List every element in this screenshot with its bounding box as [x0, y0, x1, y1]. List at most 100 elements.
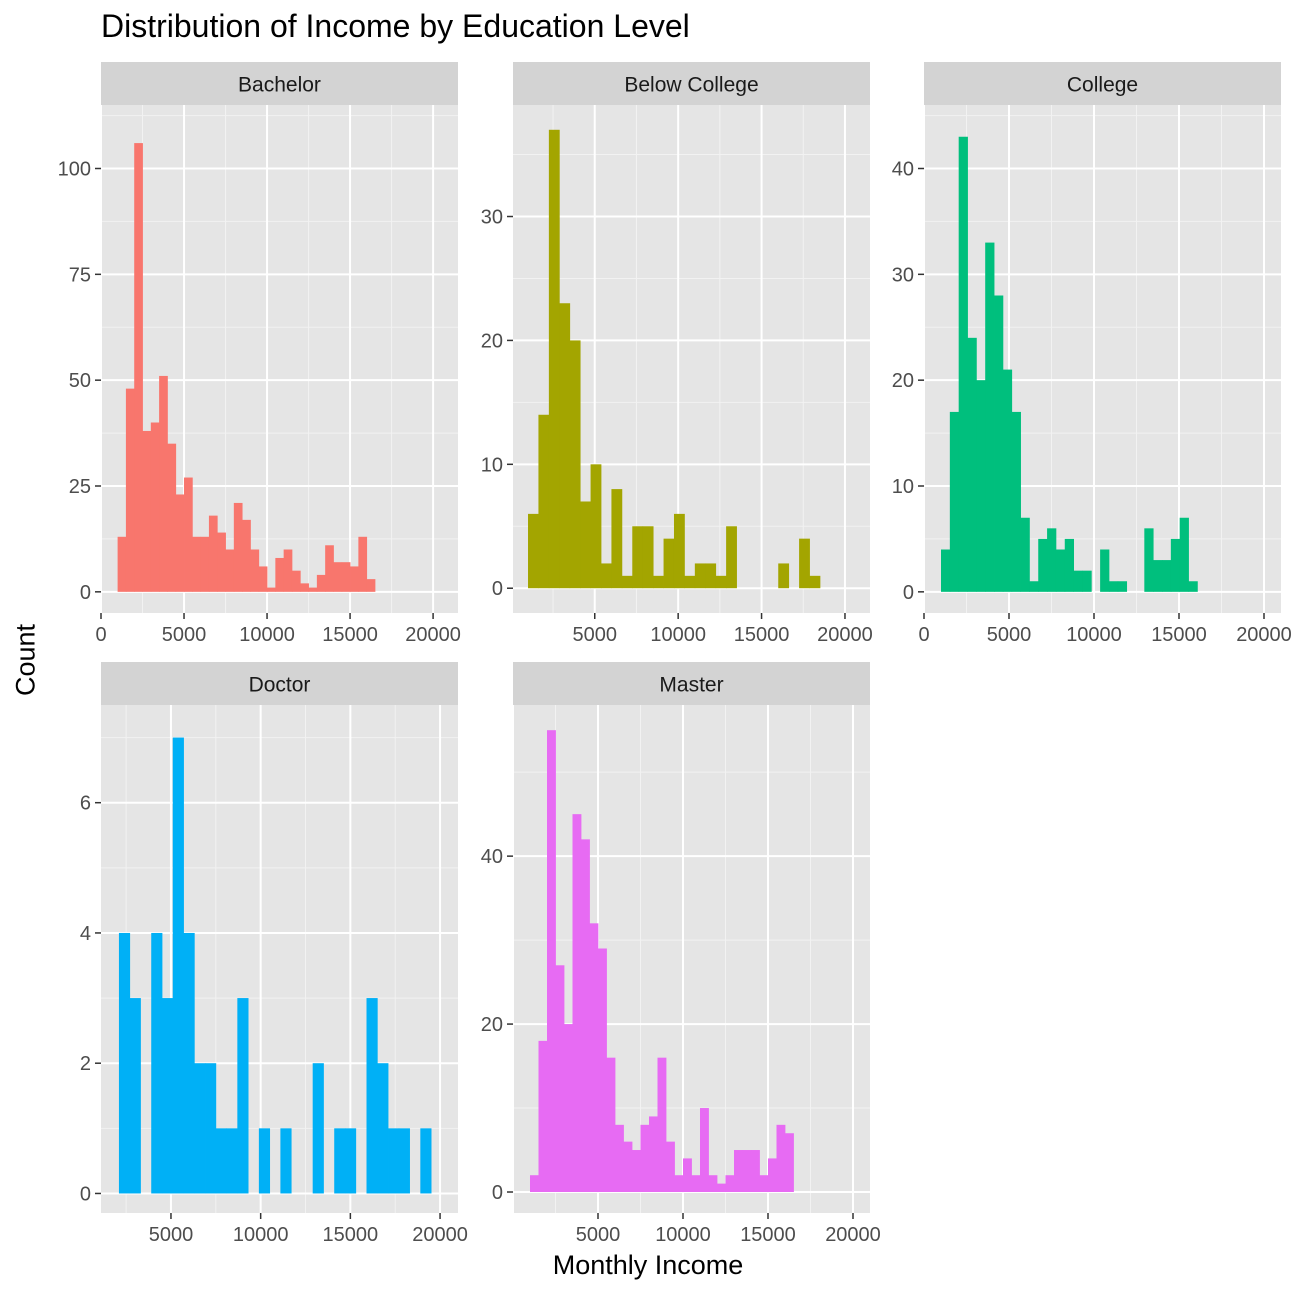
histogram-bar [700, 1108, 709, 1193]
histogram-bar [1144, 528, 1154, 592]
x-tick-label: 0 [95, 624, 106, 646]
histogram-bar [1100, 549, 1110, 592]
histogram-bar [159, 375, 168, 592]
histogram-bar [600, 563, 612, 589]
histogram-bar [344, 1128, 357, 1194]
histogram-bar [1038, 538, 1048, 592]
chart-title: Distribution of Income by Education Leve… [101, 8, 690, 44]
y-tick-label: 0 [80, 1183, 91, 1205]
histogram-bar [589, 923, 599, 1193]
y-tick-label: 4 [80, 923, 91, 945]
histogram-bar [569, 340, 581, 589]
histogram-bar [580, 501, 591, 589]
histogram-bar [1082, 570, 1092, 592]
facet-strip [513, 62, 870, 105]
histogram-bar [949, 411, 960, 592]
y-tick-label: 0 [903, 582, 914, 604]
histogram-bar [809, 575, 821, 589]
histogram-bar [341, 562, 351, 592]
histogram-bar [233, 502, 243, 592]
histogram-bar [691, 1175, 701, 1193]
histogram-bar [125, 388, 135, 592]
histogram-bar [674, 1175, 684, 1193]
x-tick-label: 5000 [576, 1224, 621, 1246]
histogram-bar [377, 1063, 389, 1194]
histogram-bar [215, 1128, 227, 1194]
x-tick-label: 15000 [1151, 624, 1207, 646]
x-tick-label: 15000 [740, 1224, 796, 1246]
x-tick-label: 10000 [650, 624, 706, 646]
histogram-bar [183, 932, 195, 1194]
histogram-bar [142, 430, 152, 592]
histogram-bar [640, 1124, 650, 1193]
histogram-bar [708, 1175, 718, 1193]
x-tick-label: 20000 [1236, 624, 1292, 646]
histogram-bar [184, 477, 193, 592]
histogram-bar [528, 513, 539, 589]
histogram-bar [726, 526, 737, 589]
x-tick-label: 20000 [412, 1224, 468, 1246]
histogram-bar [366, 998, 378, 1194]
y-tick-label: 30 [481, 207, 503, 229]
x-tick-label: 10000 [233, 1224, 289, 1246]
histogram-bar [715, 575, 727, 589]
histogram-bar [258, 566, 268, 592]
y-tick-label: 40 [481, 846, 503, 868]
y-tick-label: 30 [892, 264, 914, 286]
x-tick-label: 20000 [405, 624, 461, 646]
histogram-bar [615, 1124, 624, 1193]
x-tick-label: 15000 [322, 624, 378, 646]
y-tick-label: 50 [69, 370, 91, 392]
x-tick-label: 5000 [987, 624, 1032, 646]
histogram-bar [1011, 411, 1021, 592]
y-tick-label: 20 [481, 1014, 503, 1036]
histogram-bar [172, 737, 184, 1194]
histogram-bar [725, 1175, 735, 1193]
histogram-bar [994, 295, 1004, 592]
facet-panel-bachelor: Bachelor 0 25 50 75 100 0 5000 10000 15000 20000 [58, 62, 461, 646]
facet-panel-college: College 0 10 20 30 40 0 5000 10000 15000 20000 [892, 62, 1292, 646]
histogram-bar [334, 1128, 346, 1194]
histogram-bar [684, 575, 696, 589]
histogram-bar [538, 414, 550, 589]
histogram-bar [291, 570, 301, 592]
histogram-bar [632, 1150, 641, 1193]
histogram-bar [632, 526, 644, 589]
histogram-bar [151, 932, 163, 1194]
histogram-bar [283, 549, 293, 592]
histogram-bar [1188, 581, 1198, 592]
histogram-bar [237, 998, 249, 1194]
histogram-bar [1073, 570, 1083, 592]
histogram-bar [611, 489, 623, 589]
histogram-bar [785, 1133, 794, 1193]
histogram-bar [280, 1128, 292, 1194]
histogram-bar [1117, 581, 1128, 592]
histogram-bar [673, 513, 685, 589]
histogram-bar [420, 1128, 432, 1194]
histogram-bar [150, 422, 160, 592]
histogram-bar [976, 380, 986, 592]
histogram-bar [683, 1158, 692, 1193]
histogram-bar [194, 1063, 206, 1194]
y-axis-label: Count [10, 623, 41, 697]
histogram-bar [1047, 528, 1057, 592]
facet-strip-label: College [1067, 74, 1138, 97]
histogram-bar [1055, 549, 1066, 592]
x-tick-label: 5000 [162, 624, 207, 646]
facet-panel-below-college: Below College 0 10 20 30 5000 10000 15000 20000 [481, 62, 873, 646]
histogram-bar [134, 143, 143, 592]
x-tick-label: 10000 [655, 1224, 711, 1246]
y-tick-label: 0 [492, 1182, 503, 1204]
facet-strip-label: Bachelor [238, 74, 321, 97]
histogram-bar [225, 549, 235, 592]
histogram-bar [267, 587, 276, 592]
histogram-bar [759, 1175, 769, 1193]
histogram-bar [799, 538, 810, 589]
histogram-bar [694, 563, 706, 589]
histogram-bar [1179, 517, 1189, 592]
histogram-bar [1170, 538, 1181, 592]
histogram-bar [663, 538, 675, 589]
x-tick-label: 15000 [323, 1224, 379, 1246]
histogram-bar [717, 1183, 726, 1193]
y-tick-label: 75 [69, 264, 91, 286]
